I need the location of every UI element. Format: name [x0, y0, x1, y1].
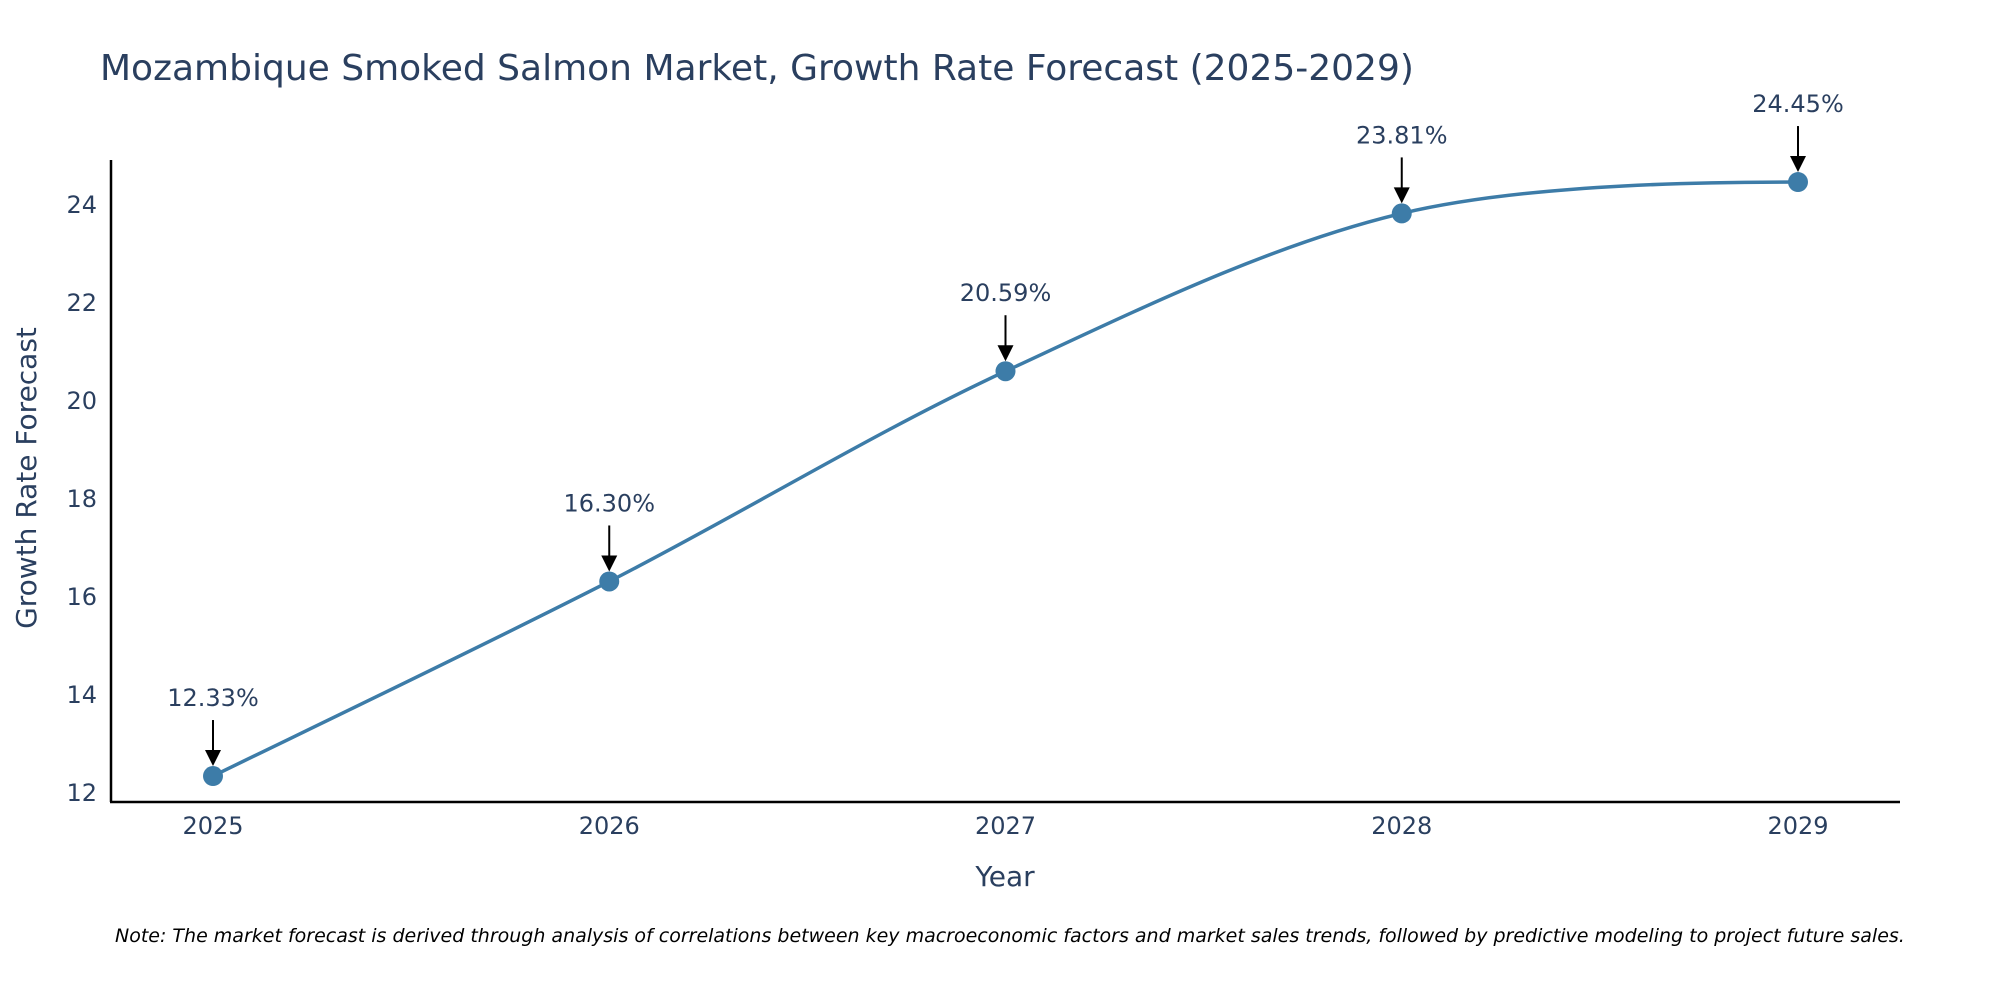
data-label: 12.33%: [167, 684, 259, 712]
y-tick-label: 14: [66, 681, 97, 709]
footnote: Note: The market forecast is derived thr…: [115, 925, 1905, 947]
x-axis-title: Year: [974, 860, 1035, 893]
annotation-arrow-head: [1790, 156, 1806, 173]
data-label: 23.81%: [1356, 121, 1448, 149]
data-label: 24.45%: [1752, 90, 1844, 118]
chart-title: Mozambique Smoked Salmon Market, Growth …: [100, 48, 1414, 89]
y-tick-label: 24: [66, 191, 97, 219]
x-axis-ticks: 2025 2026 2027 2028 2029: [182, 812, 1828, 840]
y-tick-label: 18: [66, 485, 97, 513]
x-tick-label: 2028: [1371, 812, 1432, 840]
series-line: [212, 180, 1799, 778]
data-point: [1391, 203, 1412, 224]
data-point: [1788, 172, 1808, 193]
data-point: [599, 571, 620, 592]
y-tick-label: 12: [66, 779, 97, 807]
data-point: [203, 766, 223, 787]
data-annotations: 12.33% 16.30% 20.59% 23.81% 24.45%: [167, 90, 1844, 767]
x-tick-label: 2027: [975, 812, 1036, 840]
annotation-arrow-head: [601, 555, 618, 572]
x-tick-label: 2025: [182, 812, 243, 840]
data-label: 16.30%: [563, 489, 655, 517]
y-axis-ticks: 12 14 16 18 20 22 24: [66, 191, 97, 807]
y-tick-label: 22: [66, 289, 97, 317]
y-axis-title: Growth Rate Forecast: [10, 327, 43, 629]
data-point: [995, 361, 1016, 382]
data-label: 20.59%: [960, 279, 1052, 307]
y-tick-label: 20: [66, 387, 97, 415]
annotation-arrow-head: [1393, 187, 1410, 204]
data-markers: [203, 172, 1808, 787]
x-tick-label: 2026: [579, 812, 640, 840]
annotation-arrow-head: [997, 345, 1014, 362]
y-tick-label: 16: [66, 583, 97, 611]
x-tick-label: 2029: [1767, 812, 1828, 840]
annotation-arrow-head: [205, 750, 221, 767]
